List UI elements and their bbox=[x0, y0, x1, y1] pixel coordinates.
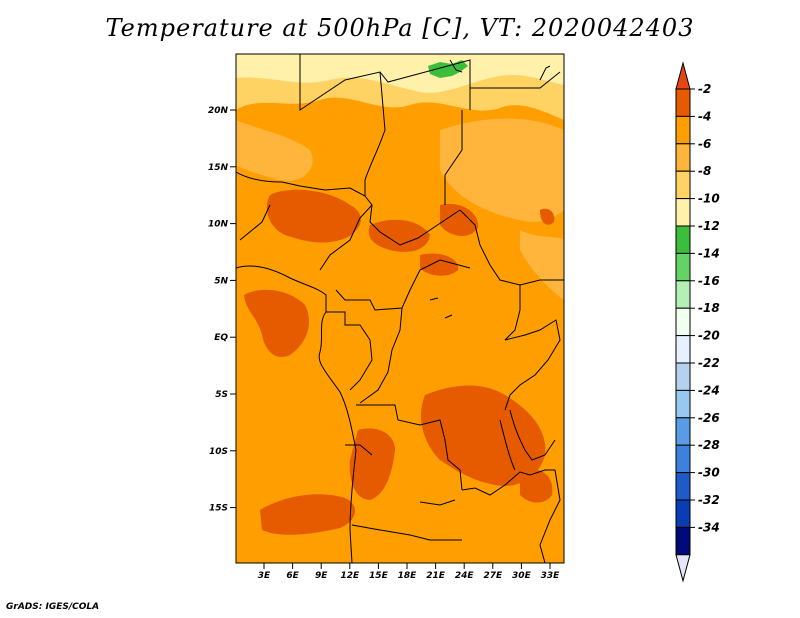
colorbar-segment bbox=[675, 88, 691, 117]
colorbar-label: -10 bbox=[698, 192, 720, 206]
colorbar-label: -8 bbox=[698, 164, 711, 178]
latitude-axis: 20N 15N 10N 5N EQ 5S 10S 15S bbox=[208, 106, 236, 514]
colorbar-bottom-arrow bbox=[675, 554, 691, 583]
colorbar-segment bbox=[675, 444, 691, 474]
lon-tick-label: 30E bbox=[512, 571, 532, 581]
colorbar-label: -12 bbox=[698, 219, 720, 233]
warm-patch-s-west bbox=[260, 494, 356, 535]
lat-tick-label: 20N bbox=[208, 106, 229, 116]
colorbar-label: -30 bbox=[698, 466, 720, 480]
map-plot-area bbox=[236, 54, 564, 563]
map-title: Temperature at 500hPa [C], VT: 202004240… bbox=[105, 14, 695, 42]
lon-tick-label: 18E bbox=[398, 571, 418, 581]
colorbar-label: -2 bbox=[698, 82, 711, 96]
colorbar-segment bbox=[675, 170, 691, 200]
colorbar-segment bbox=[675, 143, 691, 172]
colorbar-segment bbox=[675, 198, 691, 227]
coldest-band-north bbox=[236, 54, 564, 93]
lighter-orange-ne bbox=[440, 118, 564, 222]
lighter-orange-w bbox=[236, 120, 313, 181]
lon-tick-label: 9E bbox=[315, 571, 328, 581]
map-frame bbox=[235, 53, 565, 564]
colorbar-label: -26 bbox=[698, 411, 720, 425]
colorbar-label: -4 bbox=[698, 109, 711, 123]
colorbar-top-arrow bbox=[675, 61, 691, 90]
warm-patch-c1 bbox=[368, 219, 430, 252]
lat-tick-label: 10S bbox=[209, 447, 228, 457]
lon-tick-label: 21E bbox=[426, 571, 446, 581]
colorbar-label: -22 bbox=[698, 356, 720, 370]
country-borders bbox=[236, 54, 564, 563]
lat-tick-label: 5N bbox=[214, 276, 228, 286]
warm-patch-nw bbox=[266, 189, 361, 243]
lon-tick-label: 15E bbox=[369, 571, 389, 581]
warm-patch-se bbox=[520, 468, 553, 503]
lat-tick-label: EQ bbox=[214, 333, 228, 343]
colorbar-segment bbox=[675, 362, 691, 391]
colorbar-label: -16 bbox=[698, 274, 720, 288]
colorbar-label: -24 bbox=[698, 383, 720, 397]
warm-patch-c2 bbox=[440, 203, 479, 236]
colorbar-segment bbox=[675, 252, 691, 282]
lon-tick-label: 6E bbox=[286, 571, 299, 581]
lon-tick-label: 27E bbox=[483, 571, 503, 581]
lat-tick-label: 10N bbox=[208, 220, 229, 230]
colorbar-segment bbox=[675, 335, 691, 364]
colorbar-segment bbox=[675, 307, 691, 337]
colorbar-label: -32 bbox=[698, 493, 720, 507]
colorbar-segment bbox=[675, 499, 691, 528]
colorbar-label: -34 bbox=[698, 520, 720, 534]
warm-patch-s-large bbox=[420, 385, 546, 486]
colorbar-label: -20 bbox=[698, 329, 720, 343]
lon-tick-label: 24E bbox=[455, 571, 475, 581]
warm-patch-w bbox=[244, 289, 310, 358]
colorbar-label: -18 bbox=[698, 301, 720, 315]
colorbar-segment bbox=[675, 389, 691, 419]
colorbar: -2 -4 -6 -8 -10 -12 -14 -16 -18 -20 -22 -24 -26 -28 -3… bbox=[675, 61, 720, 583]
colorbar-label: -14 bbox=[698, 246, 720, 260]
colorbar-segment bbox=[675, 115, 691, 145]
colorbar-segment bbox=[675, 417, 691, 446]
warm-patch-c3 bbox=[420, 253, 459, 276]
grads-credit: GrADS: IGES/COLA bbox=[6, 602, 100, 612]
colorbar-segment bbox=[675, 472, 691, 501]
colorbar-label: -28 bbox=[698, 438, 720, 452]
lat-tick-label: 5S bbox=[215, 390, 228, 400]
lighter-orange-e bbox=[520, 230, 564, 300]
lon-tick-label: 33E bbox=[541, 571, 561, 581]
green-patch bbox=[428, 60, 468, 78]
lat-tick-label: 15N bbox=[208, 163, 229, 173]
colorbar-segment bbox=[675, 225, 691, 254]
warm-patch-ne-small bbox=[540, 208, 555, 225]
colorbar-segment bbox=[675, 526, 691, 556]
lon-tick-label: 3E bbox=[258, 571, 271, 581]
colorbar-segment bbox=[675, 280, 691, 309]
lon-tick-label: 12E bbox=[340, 571, 360, 581]
colorbar-label: -6 bbox=[698, 137, 711, 151]
longitude-axis: 3E 6E 9E 12E 15E 18E 21E 24E 27E 30E 33E bbox=[258, 563, 560, 581]
lat-tick-label: 15S bbox=[209, 504, 228, 514]
